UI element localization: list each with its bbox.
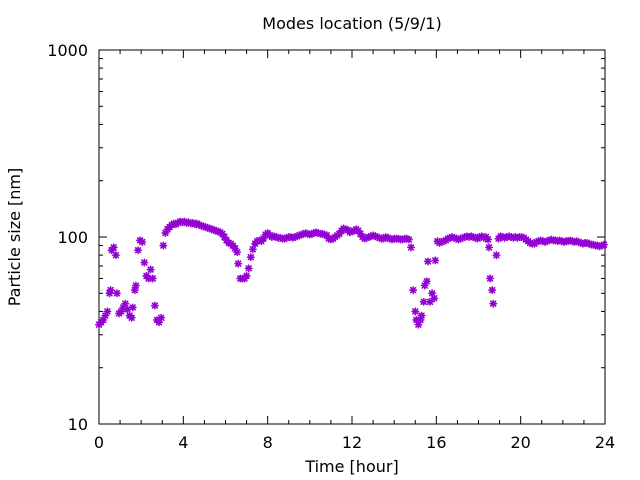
data-point (138, 238, 147, 247)
data-point (127, 313, 136, 322)
data-point (242, 271, 251, 280)
y-tick-label: 1000 (47, 41, 88, 60)
data-point (128, 303, 137, 312)
data-point (109, 243, 118, 252)
data-point (134, 246, 143, 255)
data-points (95, 217, 608, 329)
data-point (112, 289, 121, 298)
x-tick-label: 8 (263, 433, 273, 452)
y-tick-label: 100 (57, 228, 88, 247)
data-point (483, 235, 492, 244)
x-tick-label: 12 (342, 433, 362, 452)
y-tick-labels: 10 100 1000 (47, 41, 88, 434)
data-point (599, 240, 608, 249)
data-point (146, 265, 155, 274)
x-tick-label: 4 (178, 433, 188, 452)
x-tick-label: 20 (510, 433, 530, 452)
x-tick-labels: 0 4 8 12 16 20 24 (94, 433, 615, 452)
data-point (131, 281, 140, 290)
data-point (409, 286, 418, 295)
data-point (422, 277, 431, 286)
data-point (159, 241, 168, 250)
axis-ticks (98, 49, 606, 425)
data-point (244, 264, 253, 273)
data-point (430, 294, 439, 303)
data-point (248, 245, 257, 254)
x-tick-label: 16 (426, 433, 446, 452)
data-point (489, 299, 498, 308)
data-point (407, 243, 416, 252)
chart-title: Modes location (5/9/1) (262, 14, 441, 33)
x-tick-label: 24 (595, 433, 615, 452)
data-point (233, 248, 242, 257)
data-point (234, 259, 243, 268)
y-axis-label: Particle size [nm] (5, 168, 24, 307)
data-point (417, 311, 426, 320)
data-point (246, 253, 255, 262)
data-point (121, 299, 130, 308)
data-point (419, 297, 428, 306)
data-point (111, 251, 120, 260)
data-point (140, 258, 149, 267)
data-point (106, 286, 115, 295)
data-point (488, 286, 497, 295)
data-point (411, 307, 420, 316)
data-point (431, 256, 440, 265)
data-point (485, 243, 494, 252)
data-point (157, 313, 166, 322)
data-point (404, 235, 413, 244)
data-point (101, 311, 110, 320)
x-axis-label: Time [hour] (304, 457, 398, 476)
data-point (150, 301, 159, 310)
data-point (148, 274, 157, 283)
data-point (492, 251, 501, 260)
x-tick-label: 0 (94, 433, 104, 452)
y-tick-label: 10 (68, 415, 88, 434)
data-point (426, 297, 435, 306)
data-point (103, 307, 112, 316)
data-point (486, 274, 495, 283)
data-point (423, 257, 432, 266)
